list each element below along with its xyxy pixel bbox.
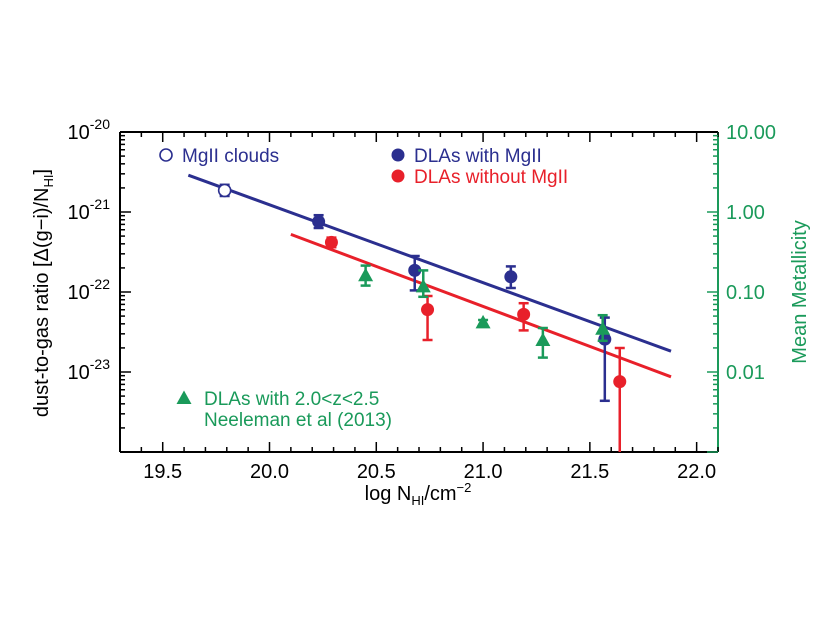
y-axis-title: dust-to-gas ratio [Δ(g−i)/NHI]: [31, 169, 56, 417]
y-tick-label-exp: -21: [90, 196, 110, 212]
data-point: [324, 235, 338, 249]
y-tick-label-base: 10: [68, 122, 90, 144]
y-tick-label-exp: -23: [90, 356, 110, 372]
x-tick-label: 20.0: [250, 461, 289, 483]
data-point: [408, 263, 422, 277]
x-axis-title-unit: /cm: [424, 483, 456, 505]
data-points: [217, 183, 627, 452]
fit-line: [290, 232, 672, 379]
y-tick-label-exp: -22: [90, 276, 110, 292]
x-tick-label: 22.0: [677, 461, 716, 483]
legend-label: MgII clouds: [182, 146, 279, 167]
y-tick-label: 10-20: [68, 116, 111, 144]
y-tick-label-base: 10: [68, 282, 90, 304]
x-axis-title-main: log N: [365, 483, 412, 505]
y2-tick-label: 0.10: [726, 282, 765, 304]
legend-marker: [176, 390, 192, 404]
legend-marker: [159, 148, 173, 162]
x-axis-title: log NHI/cm−2: [365, 480, 472, 508]
data-point: [217, 183, 232, 198]
data-point: [358, 267, 374, 282]
x-ticks: 19.5 20.0 20.5 21.0 21.5 22.0: [119, 132, 719, 483]
x-axis-title-sub: HI: [411, 493, 424, 508]
y-tick-label-base: 10: [68, 362, 90, 384]
fit-lines: [187, 173, 672, 379]
y-tick-label: 10-22: [68, 276, 111, 304]
x-tick-label: 20.5: [357, 461, 396, 483]
legend-label: DLAs without MgII: [414, 167, 568, 188]
data-point: [613, 375, 627, 389]
y2-tick-label: 1.00: [726, 202, 765, 224]
y2-tick-label: 10.00: [726, 122, 776, 144]
y-tick-label: 10-21: [68, 196, 111, 224]
data-point: [475, 314, 491, 329]
data-point: [415, 278, 431, 293]
x-tick-label: 19.5: [143, 461, 182, 483]
legend-annotation: Neeleman et al (2013): [204, 410, 392, 431]
x-tick-label: 21.0: [464, 461, 503, 483]
y-tick-label-base: 10: [68, 202, 90, 224]
fit-line: [187, 173, 672, 353]
legend-label: DLAs with 2.0<z<2.5: [204, 389, 379, 410]
x-axis-title-sup: −2: [457, 480, 472, 495]
data-point: [312, 215, 326, 229]
legend-marker: [391, 169, 405, 183]
data-point: [535, 332, 551, 346]
data-point: [504, 270, 518, 284]
y-axis-title-sub: HI: [41, 175, 56, 188]
legend-marker: [391, 148, 405, 162]
y2-axis-title: Mean Metallicity: [789, 220, 811, 363]
x-tick-label: 21.5: [570, 461, 609, 483]
legend-label: DLAs with MgII: [414, 146, 542, 167]
y-tick-label: 10-23: [68, 356, 111, 384]
y-tick-label-exp: -20: [90, 116, 110, 132]
y-axis-title-close: ]: [31, 169, 53, 175]
data-point: [595, 321, 611, 335]
y2-ticks: 10.00 1.00 0.10 0.01: [707, 122, 776, 453]
y2-tick-label: 0.01: [726, 362, 765, 384]
data-point: [421, 303, 435, 317]
y-axis-title-main: dust-to-gas ratio [Δ(g−i)/N: [31, 188, 53, 418]
data-point: [517, 307, 531, 321]
